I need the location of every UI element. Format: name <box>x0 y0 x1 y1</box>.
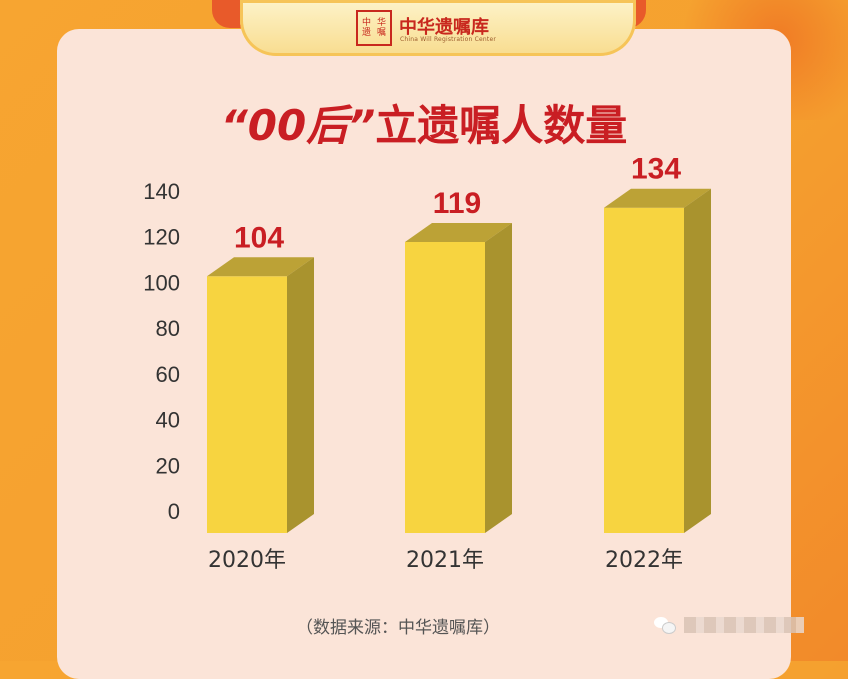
bar-front <box>207 276 287 533</box>
wechat-icon <box>654 617 676 634</box>
header-banner <box>240 0 636 56</box>
bar-front <box>604 207 684 533</box>
title-open-quote: “ <box>220 101 248 150</box>
seal-char: 华 <box>376 18 386 28</box>
seal-char: 遗 <box>361 28 371 38</box>
watermark <box>654 614 814 636</box>
bar-side <box>485 223 512 533</box>
y-tick-label: 140 <box>143 179 180 204</box>
title-rest: 立遗嘱人数量 <box>375 101 628 150</box>
chart-title: “00后”立遗嘱人数量 <box>0 92 848 153</box>
seal-char: 中 <box>361 18 371 28</box>
bar-side <box>684 188 711 533</box>
y-tick-label: 0 <box>168 499 180 524</box>
bar-front <box>405 242 485 533</box>
bar-value-label: 134 <box>631 153 681 186</box>
x-category-label: 2022年 <box>605 548 683 573</box>
y-tick-label: 80 <box>156 316 180 341</box>
bar-top <box>207 257 314 277</box>
y-tick-label: 20 <box>156 453 180 478</box>
bar-value-label: 119 <box>433 187 481 220</box>
y-tick-label: 60 <box>156 362 180 387</box>
y-tick-label: 40 <box>156 408 180 433</box>
title-close-quote: ” <box>348 101 376 150</box>
x-category-label: 2021年 <box>406 548 484 573</box>
seal-char: 嘱 <box>376 28 386 38</box>
bar-top <box>604 188 711 208</box>
blurred-account-name <box>684 617 804 633</box>
bar-side <box>287 257 314 533</box>
title-highlight: 00后 <box>247 101 349 150</box>
bar-value-label: 104 <box>234 221 284 254</box>
brand-english-name: China Will Registration Center <box>400 36 497 43</box>
y-tick-label: 120 <box>143 225 180 250</box>
bar-top <box>405 223 512 242</box>
x-category-label: 2020年 <box>208 548 286 573</box>
bar-chart: 0 20 40 60 80 100 120 140 104 2020年 119 2021年 134 202… <box>143 153 711 573</box>
y-tick-label: 100 <box>143 270 180 295</box>
brand-seal-icon: 中 华 遗 嘱 <box>356 10 392 46</box>
brand-name: 中华遗嘱库 <box>399 17 489 38</box>
data-source-note: （数据来源：中华遗嘱库） <box>296 618 500 638</box>
